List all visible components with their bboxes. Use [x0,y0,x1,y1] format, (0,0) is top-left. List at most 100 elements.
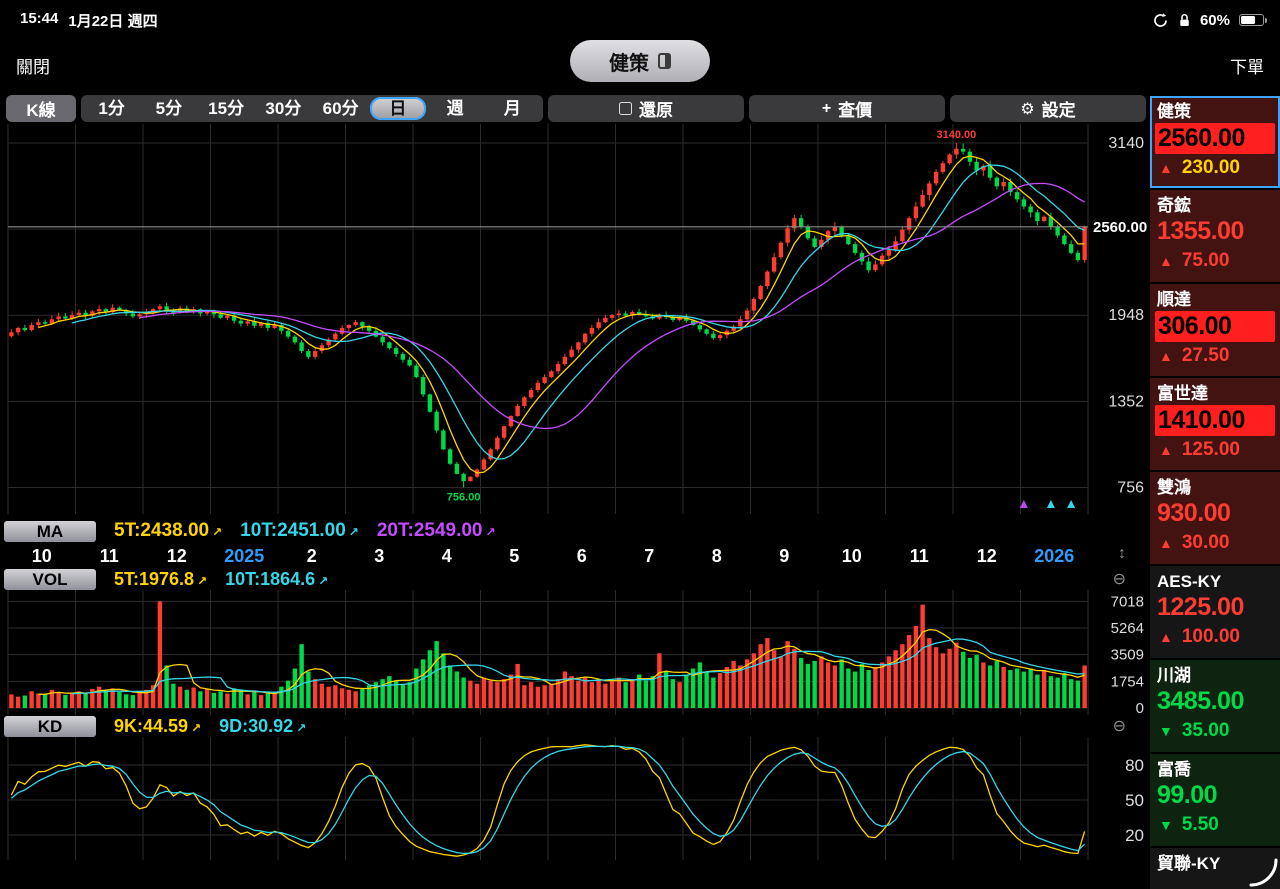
change-value: 230.00 [1181,157,1240,178]
x-axis-label: 10 [31,546,52,566]
timeframe-group: 1分 5分 15分 30分 60分日 週 月 [81,95,543,122]
watchlist-item[interactable]: 川湖 3485.00 ▼ 35.00 [1150,660,1280,752]
change-value: 125.00 [1181,439,1240,460]
clock: 15:44 [20,9,59,27]
timeframe-週[interactable]: 週 [446,99,464,118]
watchlist-item[interactable]: AES-KY 1225.00 ▲ 100.00 [1150,566,1280,658]
change-value: 5.50 [1181,814,1219,835]
order-button[interactable]: 下單 [1230,58,1264,77]
x-axis-label: 2 [306,546,317,566]
watchlist-change: ▲ 27.50 [1157,345,1273,367]
close-button[interactable]: 關閉 [16,58,50,77]
watchlist-change: ▼ 35.00 [1157,720,1273,742]
time-axis: ↕ 10 11 12 2025 2 3 4 5 6 7 8 9 10 11 12 2026 [0,544,1148,568]
watchlist-name: 健策 [1157,102,1191,121]
watchlist-change: ▲ 75.00 [1157,250,1273,272]
timeframe-5分[interactable]: 5分 [155,99,183,118]
watchlist-price: 3485.00 [1157,687,1244,715]
x-axis-label: 2025 [224,546,265,566]
svg-text:3140.00: 3140.00 [936,129,976,141]
watchlist-price: 1410.00 [1155,405,1275,436]
svg-text:5264: 5264 [1111,620,1144,637]
watchlist-change: ▲ 125.00 [1157,439,1273,461]
watchlist-item[interactable]: 奇鋐 1355.00 ▲ 75.00 [1150,190,1280,282]
restore-label: 還原 [639,101,673,120]
watchlist-name: 川湖 [1157,666,1191,685]
watchlist-item[interactable]: 富世達 1410.00 ▲ 125.00 [1150,378,1280,470]
ma-legend-row: MA 5T:2438.00 ↗ 10T:2451.00 ↗ 20T:2549.00 ↗ [0,518,1148,544]
collapse-volume-icon[interactable]: ⊖ [1112,571,1126,588]
vol-legend-row: VOL 5T:1976.8 ↗ 10T:1864.6 ↗ ⊖ [0,568,1148,590]
collapse-kd-icon[interactable]: ⊖ [1112,718,1126,735]
x-axis-label: 2026 [1034,546,1075,566]
nav-bar: 關閉 健策 下單 [0,34,1280,92]
watchlist-price: 99.00 [1157,781,1218,809]
battery-percent: 60% [1199,11,1230,29]
chart-type-button[interactable]: K線 [6,95,76,122]
vol-chip[interactable]: VOL [4,568,96,590]
gear-icon: ⚙ [1020,100,1035,118]
watchlist-item[interactable]: 雙鴻 930.00 ▲ 30.00 [1150,472,1280,564]
quote-label: 查價 [838,101,873,120]
watchlist-price: 1355.00 [1157,217,1244,245]
battery-icon [1239,14,1267,26]
watchlist-name: AES-KY [1157,572,1222,591]
watchlist-item[interactable]: 富喬 99.00 ▼ 5.50 [1150,754,1280,846]
up-arrow-icon: ↗ [318,573,329,588]
svg-text:3509: 3509 [1111,647,1144,664]
x-axis-label: 5 [509,546,520,566]
change-value: 100.00 [1181,626,1240,647]
watchlist-item[interactable]: 順達 306.00 ▲ 27.50 [1150,284,1280,376]
ma-chip[interactable]: MA [4,520,96,542]
watchlist-price: 1225.00 [1157,593,1244,621]
quote-button[interactable]: + 查價 [749,95,945,122]
restore-button[interactable]: 還原 [548,95,744,122]
svg-text:1754: 1754 [1111,673,1144,690]
vol10-value: 10T:1864.6 [225,568,316,589]
orientation-lock-icon [1180,13,1189,26]
x-axis-label: 6 [576,546,587,566]
watchlist-name: 富喬 [1157,760,1191,779]
timeframe-月[interactable]: 月 [503,99,521,118]
x-axis-label: 4 [441,546,452,566]
ma10-value: 10T:2451.00 [240,520,346,541]
up-arrow-icon: ↗ [212,525,223,539]
settings-button[interactable]: ⚙ 設定 [950,95,1146,122]
candlestick-chart[interactable]: 2560.00 3140 1948 1352 756 3140.00 756.00 [0,124,1148,518]
kd-chart[interactable]: 80 50 20 [0,737,1148,860]
kd-legend-row: KD 9K:44.59 ↗ 9D:30.92 ↗ ⊖ [0,715,1148,737]
restore-checkbox[interactable] [619,102,632,115]
change-arrow-icon: ▲ [1159,348,1173,364]
change-arrow-icon: ▲ [1159,535,1173,551]
watchlist-name: 奇鋐 [1157,196,1191,215]
x-axis-label: 11 [909,546,929,566]
timeframe-60分[interactable]: 60分 [322,99,359,118]
timeframe-1分[interactable]: 1分 [98,99,125,118]
timeframe-15分[interactable]: 15分 [208,99,245,118]
scroll-updown-icon[interactable]: ↕ [1118,545,1126,562]
change-arrow-icon: ▼ [1159,723,1173,739]
symbol-selector-button[interactable]: 健策 [570,40,710,82]
watchlist-change: ▲ 100.00 [1157,626,1273,648]
watchlist-item[interactable]: 貿聯-KY [1150,848,1280,889]
up-arrow-icon: ↗ [296,720,307,735]
watchlist-change: ▼ 5.50 [1157,814,1273,836]
status-date: 1月22日 週四 [68,12,158,30]
timeframe-30分[interactable]: 30分 [265,99,302,118]
k-value: 9K:44.59 [114,715,189,736]
sync-icon [1154,12,1167,27]
timeframe-日[interactable]: 日 [370,97,426,120]
chart-toolbar: K線 1分 5分 15分 30分 60分日 週 月 還原 + 查價 ⚙ 設定 [6,95,1146,122]
watchlist-item[interactable]: 健策 2560.00 ▲ 230.00 [1150,96,1280,188]
status-bar: 15:44 1月22日 週四 60% [0,0,1280,34]
x-axis-label: 12 [976,546,997,566]
svg-text:756: 756 [1117,479,1144,496]
kd-chip[interactable]: KD [4,715,96,737]
svg-text:7018: 7018 [1111,593,1144,610]
volume-chart[interactable]: 7018 5264 3509 1754 0 [0,590,1148,715]
change-arrow-icon: ▲ [1159,160,1173,176]
change-arrow-icon: ▲ [1159,442,1173,458]
symbol-title: 健策 [609,52,649,75]
change-value: 30.00 [1181,532,1230,553]
x-axis-label: 9 [779,546,790,566]
